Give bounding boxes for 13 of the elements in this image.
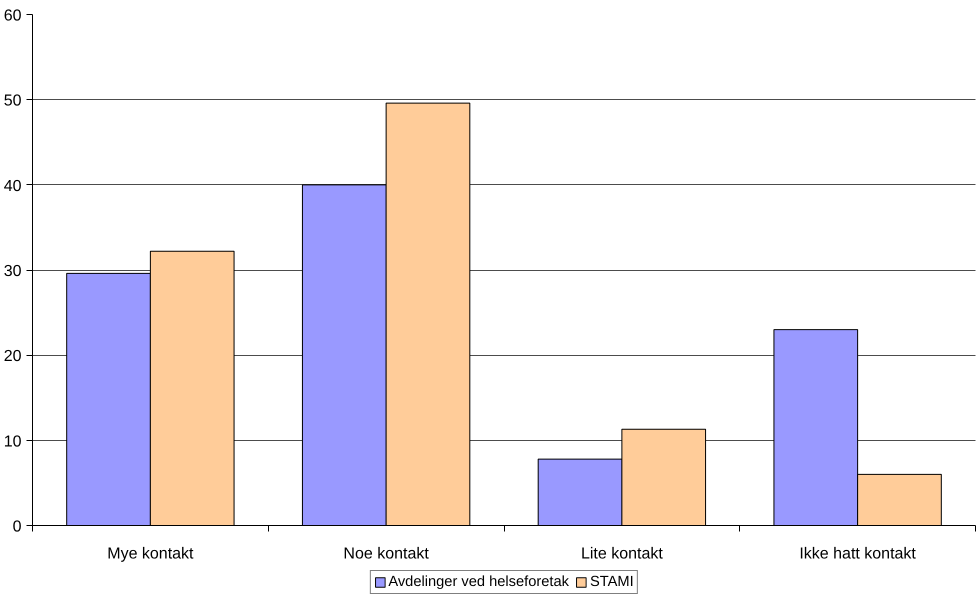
legend-label: STAMI: [590, 574, 634, 590]
y-tick-label: 0: [12, 518, 22, 536]
legend-label: Avdelinger ved helseforetak: [388, 574, 569, 590]
y-tick-label: 60: [4, 8, 22, 24]
x-tick-label: Mye kontakt: [107, 546, 194, 562]
y-tick-label: 10: [4, 433, 22, 450]
y-tick-label: 40: [4, 178, 22, 195]
y-tick-label: 30: [4, 263, 22, 280]
y-tick-label: 20: [4, 348, 22, 366]
x-tick-label: Noe kontakt: [343, 546, 430, 562]
x-tick-label: Lite kontakt: [580, 546, 664, 562]
x-tick-label: Ikke hatt kontakt: [799, 546, 916, 562]
y-tick-label: 50: [4, 92, 22, 110]
